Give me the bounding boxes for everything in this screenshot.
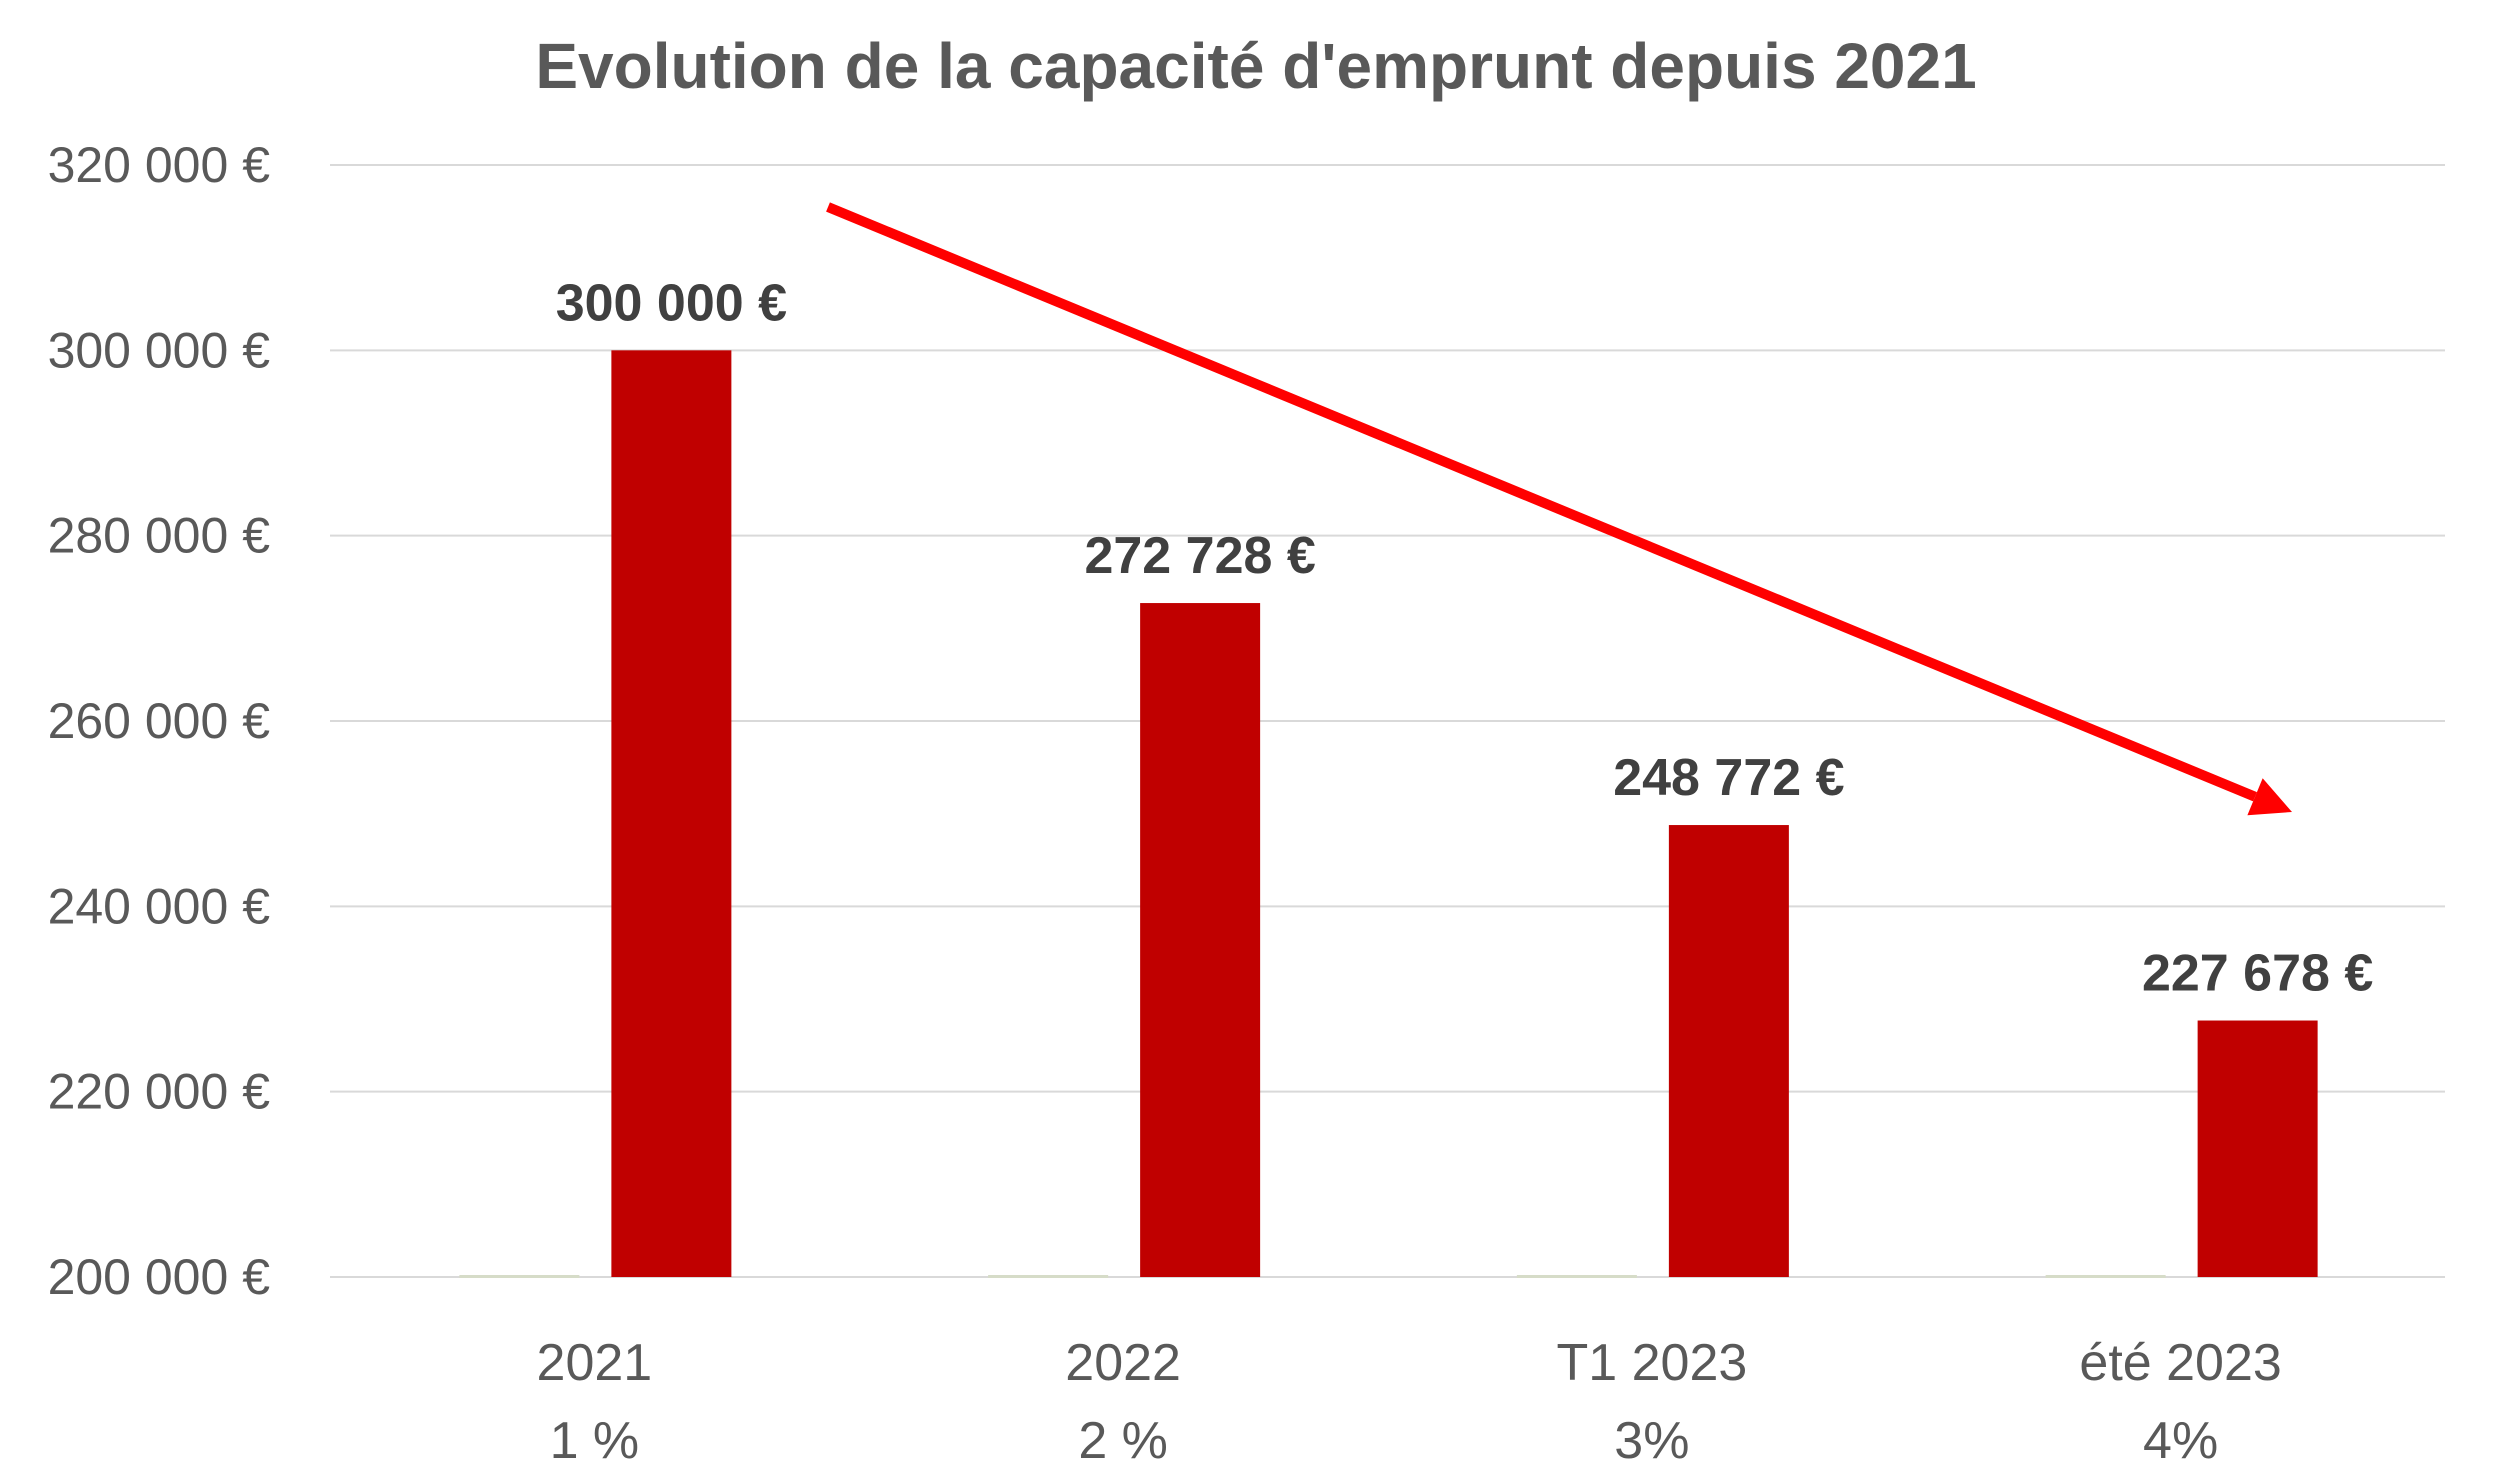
- y-tick-label: 320 000 €: [48, 137, 271, 193]
- bar-series-1: [988, 1275, 1109, 1278]
- x-tick-label-rate: 4%: [2143, 1412, 2218, 1470]
- arrow-head-icon: [2247, 778, 2292, 816]
- data-label: 248 772 €: [1613, 749, 1844, 807]
- y-tick-label: 200 000 €: [48, 1249, 271, 1305]
- x-tick-label-rate: 3%: [1614, 1412, 1689, 1470]
- x-tick-label-rate: 2 %: [1078, 1412, 1168, 1470]
- bar-series-1: [2045, 1275, 2166, 1278]
- x-tick-label: 2022: [1065, 1334, 1181, 1392]
- y-tick-label: 300 000 €: [48, 322, 271, 378]
- y-tick-label: 280 000 €: [48, 508, 271, 564]
- y-tick-label: 220 000 €: [48, 1064, 271, 1120]
- data-label: 227 678 €: [2142, 945, 2373, 1003]
- arrow-shaft: [826, 202, 2257, 802]
- bar: [2197, 1020, 2318, 1277]
- x-axis-ticks: 2021 1 % 2022 2 % T1 2023 3% été 2023 4%: [537, 1334, 2282, 1470]
- x-tick-label: été 2023: [2079, 1334, 2281, 1392]
- bar-series-1: [459, 1275, 580, 1278]
- bar: [611, 350, 732, 1277]
- bar-series-1: [1516, 1275, 1637, 1278]
- x-tick-label: T1 2023: [1556, 1334, 1747, 1392]
- bar: [1668, 825, 1789, 1277]
- data-label: 272 728 €: [1084, 527, 1315, 585]
- bar: [1140, 603, 1261, 1277]
- chart-title: Evolution de la capacité d'emprunt depui…: [535, 30, 1976, 102]
- bars: [459, 350, 2318, 1278]
- x-tick-label: 2021: [537, 1334, 653, 1392]
- trend-arrow: [826, 202, 2292, 816]
- y-tick-label: 240 000 €: [48, 878, 271, 934]
- y-axis-ticks: 200 000 € 220 000 € 240 000 € 260 000 € 280 …: [48, 137, 271, 1305]
- data-label: 300 000 €: [556, 274, 787, 332]
- data-labels: 300 000 € 272 728 € 248 772 € 227 678 €: [556, 274, 2374, 1002]
- x-tick-label-rate: 1 %: [550, 1412, 640, 1470]
- y-tick-label: 260 000 €: [48, 693, 271, 749]
